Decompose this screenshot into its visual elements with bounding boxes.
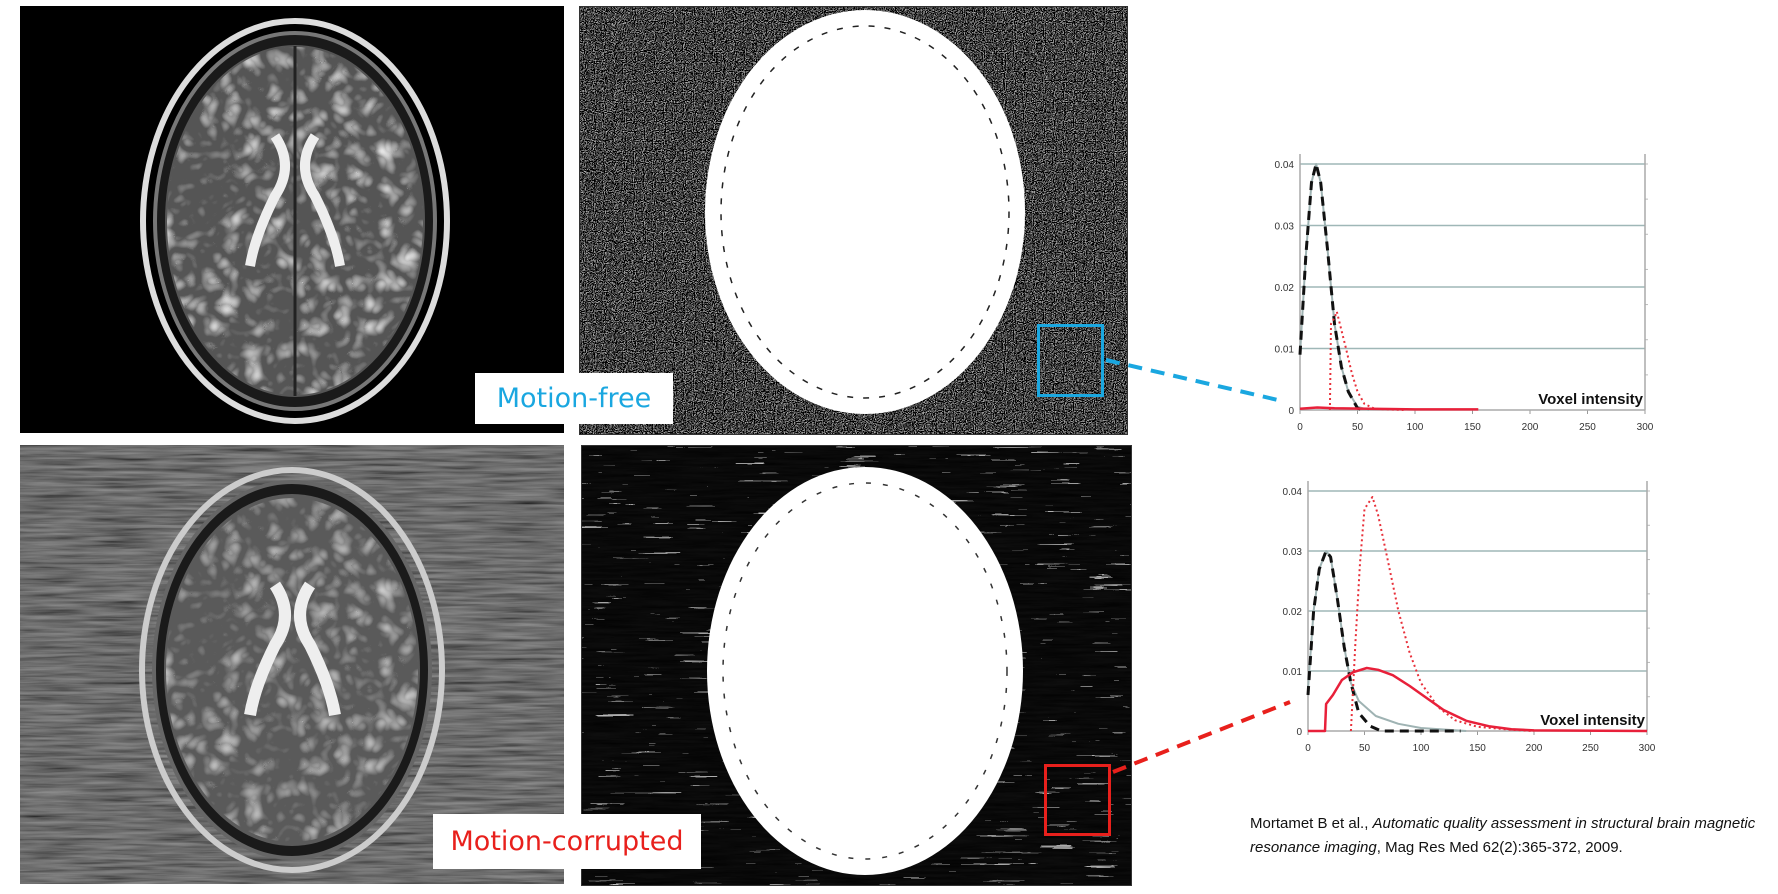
y-tick-label: 0 (1296, 727, 1302, 738)
x-tick-label: 100 (1407, 422, 1424, 433)
roi-box-motion-corrupted (1044, 764, 1111, 836)
background-noise-motion-corrupted (581, 445, 1132, 886)
background-noise-motion-free (579, 6, 1128, 435)
x-tick-label: 100 (1413, 743, 1430, 754)
y-tick-label: 0.02 (1283, 607, 1303, 618)
mri-motion-corrupted (20, 445, 564, 884)
x-tick-label: 300 (1639, 743, 1656, 754)
series-black-dashed (1298, 162, 1364, 412)
y-tick-label: 0.02 (1275, 283, 1295, 294)
y-tick-label: 0.04 (1275, 160, 1295, 171)
x-tick-label: 150 (1464, 422, 1481, 433)
x-axis-label: Voxel intensity (1538, 391, 1643, 408)
series-gray-solid (1307, 550, 1467, 732)
motion-free-text: Motion-free (496, 383, 652, 414)
y-tick-label: 0.03 (1275, 222, 1295, 233)
x-tick-label: 150 (1469, 743, 1486, 754)
series-red-dotted (1328, 310, 1404, 411)
citation-source: , Mag Res Med 62(2):365-372, 2009. (1376, 839, 1623, 856)
series-red-solid (1299, 406, 1479, 411)
x-tick-label: 200 (1526, 743, 1543, 754)
series-red-dotted (1349, 496, 1535, 732)
series-red-solid (1308, 666, 1648, 733)
x-tick-label: 50 (1359, 743, 1371, 754)
histogram-motion-free: 0 0.01 0.02 0.03 0.04 0 50 100 150 200 250 300 Voxel… (1275, 154, 1654, 433)
y-tick-label: 0.01 (1275, 345, 1295, 356)
x-tick-label: 0 (1305, 743, 1311, 754)
x-tick-label: 0 (1297, 422, 1303, 433)
series-black-dashed (1306, 549, 1461, 733)
roi-box-motion-free (1037, 324, 1104, 397)
y-tick-label: 0.04 (1283, 487, 1303, 498)
y-tick-label: 0 (1288, 406, 1294, 417)
y-tick-label: 0.01 (1283, 667, 1303, 678)
x-tick-label: 300 (1637, 422, 1654, 433)
citation-title: Automatic quality assessment in structur… (1250, 815, 1756, 856)
y-tick-label: 0.03 (1283, 547, 1303, 558)
motion-free-label: Motion-free (475, 373, 673, 424)
x-tick-label: 50 (1352, 422, 1364, 433)
citation-authors: Mortamet B et al., (1250, 815, 1373, 832)
x-tick-label: 250 (1582, 743, 1599, 754)
motion-corrupted-text: Motion-corrupted (450, 826, 684, 857)
motion-corrupted-label: Motion-corrupted (433, 814, 701, 869)
histogram-motion-corrupted: 0 0.01 0.02 0.03 0.04 0 50 100 150 200 250 300 Voxel… (1283, 481, 1656, 754)
x-tick-label: 200 (1522, 422, 1539, 433)
x-tick-label: 250 (1579, 422, 1596, 433)
x-axis-label: Voxel intensity (1540, 712, 1645, 729)
citation: Mortamet B et al., Automatic quality ass… (1250, 812, 1770, 860)
mri-motion-free (20, 6, 564, 433)
